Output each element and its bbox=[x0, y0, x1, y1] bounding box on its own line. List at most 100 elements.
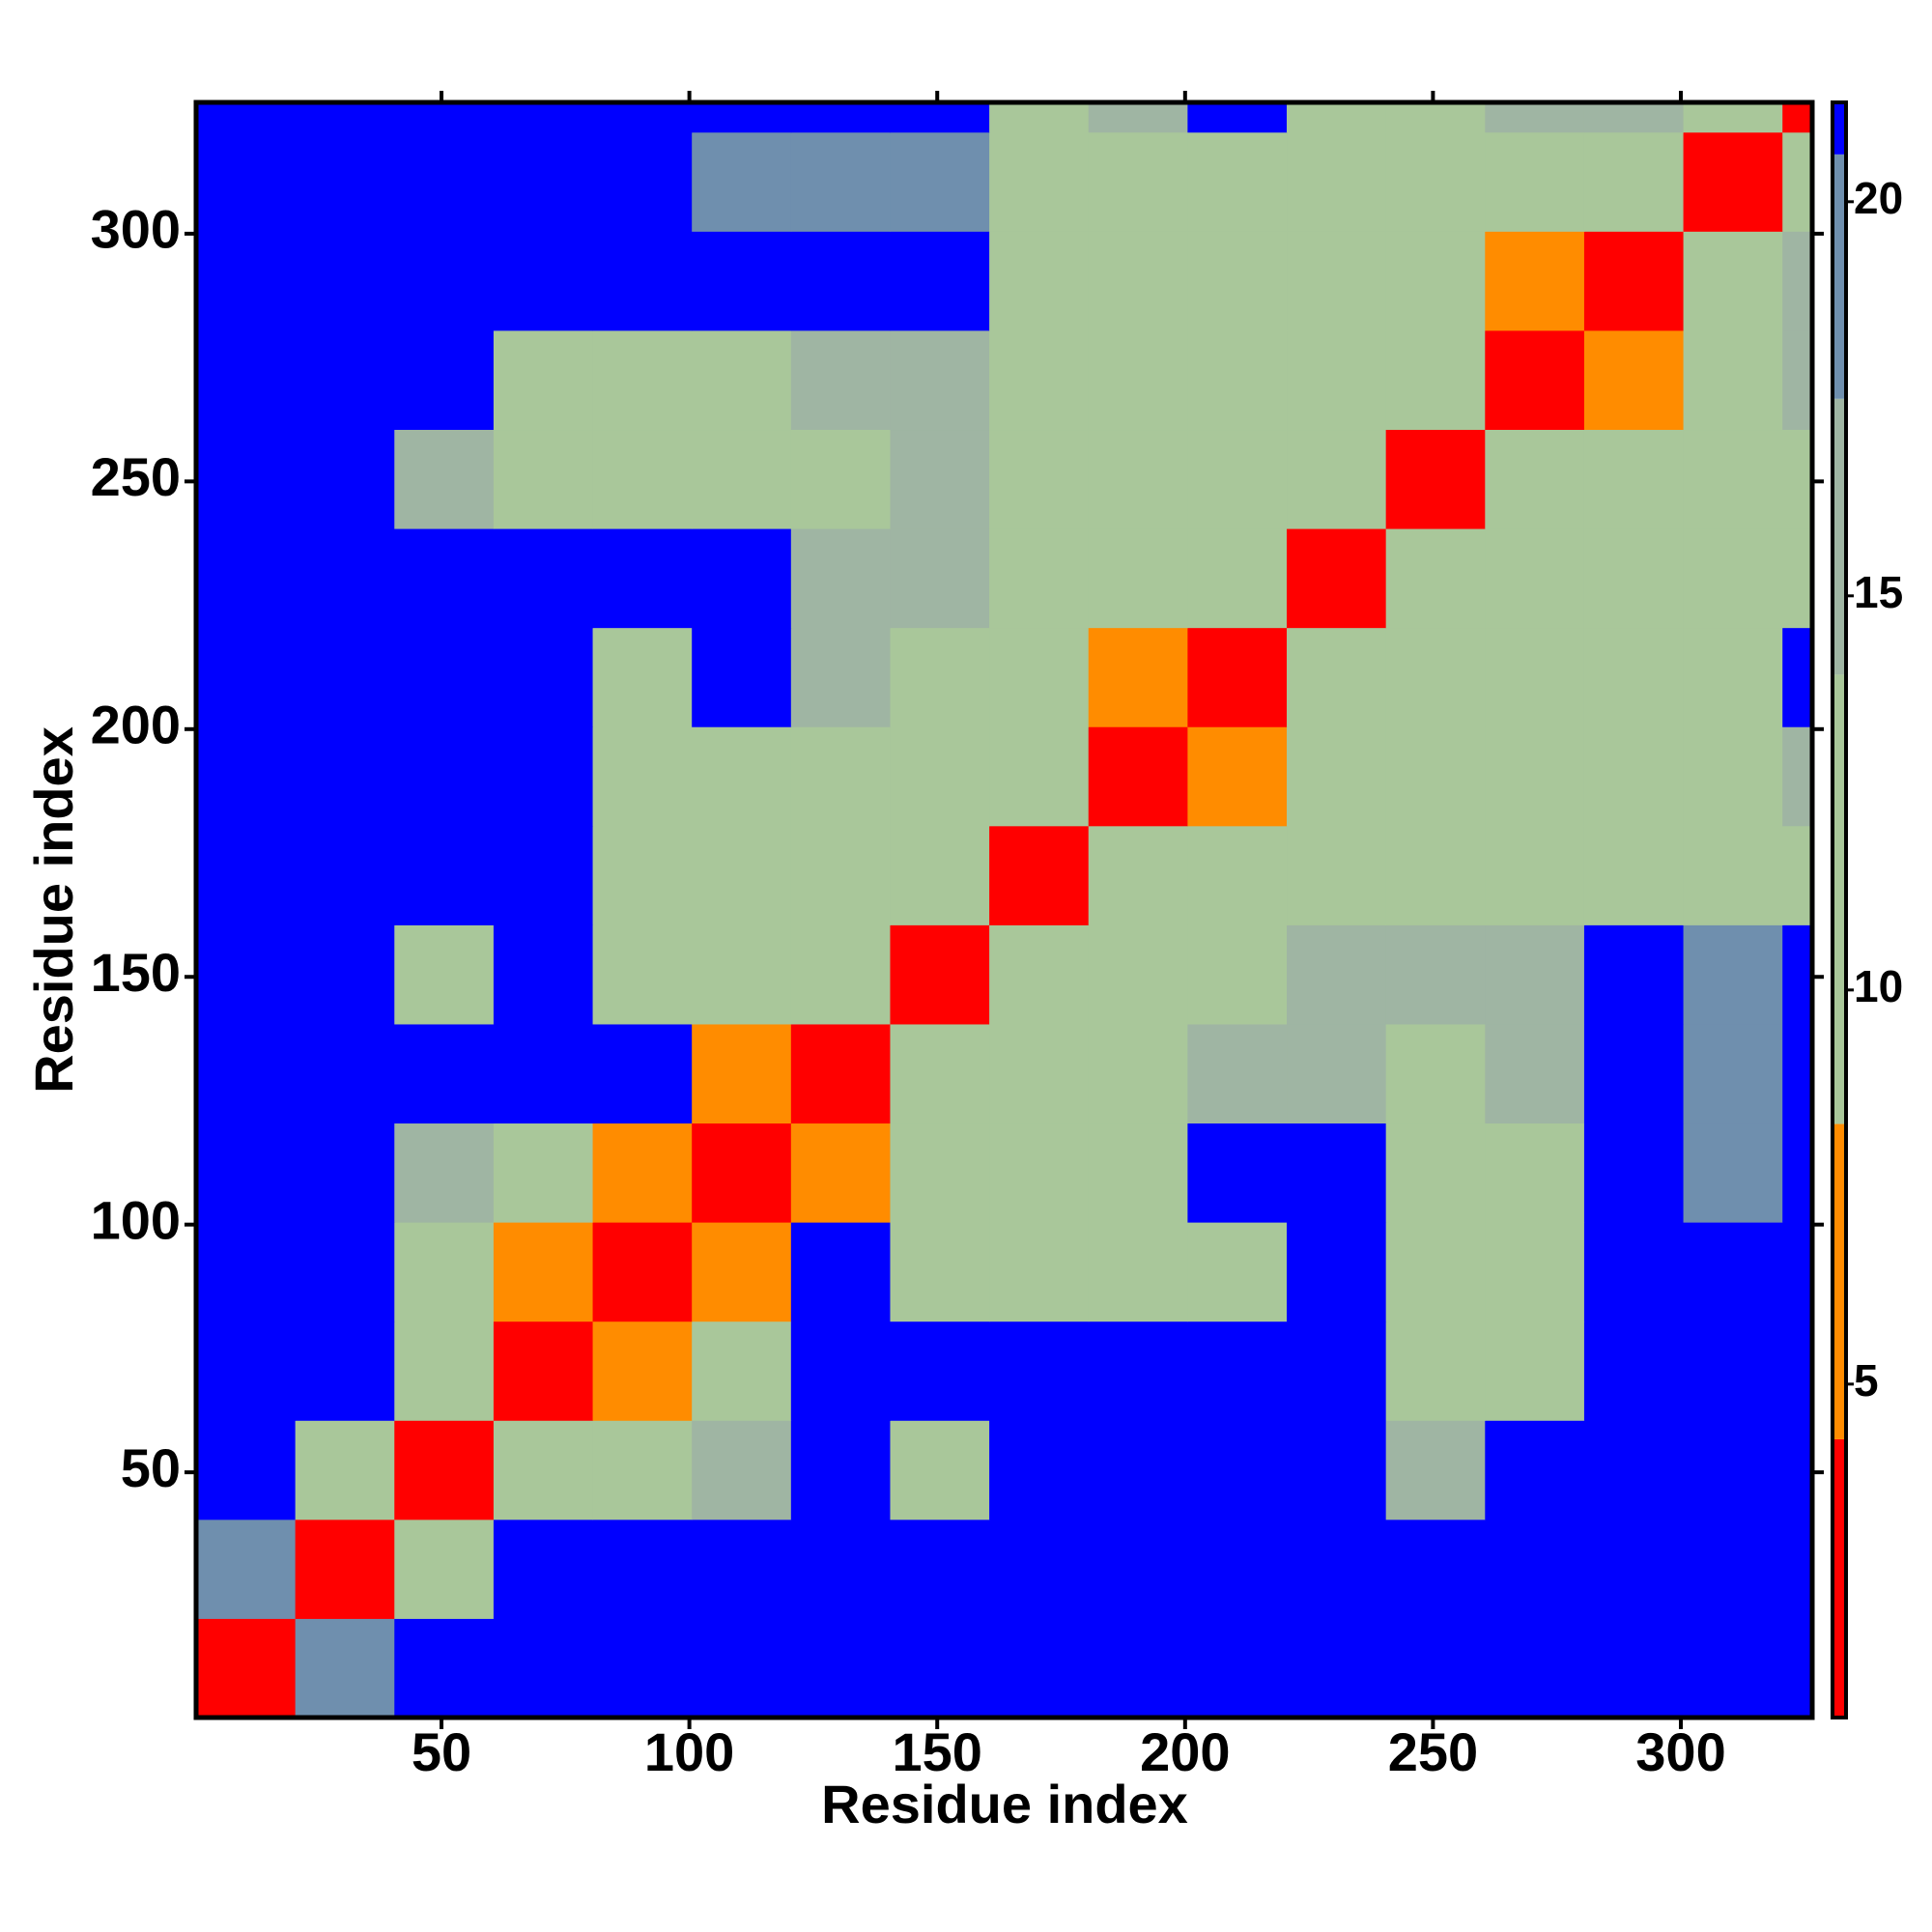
heatmap-cell bbox=[196, 1222, 297, 1322]
heatmap-cell bbox=[1683, 329, 1783, 431]
heatmap-cell bbox=[890, 1420, 990, 1520]
heatmap-cell bbox=[592, 726, 693, 827]
heatmap-cell bbox=[493, 1618, 594, 1719]
heatmap-cell bbox=[1187, 1023, 1288, 1124]
heatmap-cell bbox=[1187, 329, 1288, 431]
heatmap-cell bbox=[196, 429, 297, 529]
heatmap-cell bbox=[1088, 329, 1188, 431]
heatmap-cell bbox=[295, 1222, 395, 1322]
heatmap-cell bbox=[394, 924, 495, 1025]
x-tick-label: 50 bbox=[412, 1721, 471, 1782]
heatmap-cell bbox=[1485, 924, 1585, 1025]
heatmap-cell bbox=[295, 1519, 395, 1619]
heatmap-cell bbox=[1287, 429, 1387, 529]
heatmap-cell bbox=[1683, 429, 1783, 529]
heatmap-cell bbox=[1385, 627, 1486, 727]
heatmap-cell bbox=[1287, 102, 1387, 133]
colorbar-tick-label: 20 bbox=[1854, 173, 1903, 223]
heatmap-cell bbox=[493, 1222, 594, 1322]
heatmap-cell bbox=[1485, 1122, 1585, 1223]
heatmap-cell bbox=[1385, 1618, 1486, 1719]
heatmap-cell bbox=[989, 429, 1090, 529]
heatmap-cell bbox=[1385, 1122, 1486, 1223]
heatmap-cell bbox=[790, 1420, 891, 1520]
heatmap-cell bbox=[1683, 1023, 1783, 1124]
heatmap-cell bbox=[1287, 231, 1387, 331]
heatmap-cell bbox=[692, 1321, 792, 1421]
heatmap-cell bbox=[1287, 1222, 1387, 1322]
heatmap-cell bbox=[890, 1519, 990, 1619]
heatmap-cell bbox=[394, 231, 495, 331]
heatmap-cell bbox=[394, 429, 495, 529]
heatmap-cell bbox=[1287, 1618, 1387, 1719]
heatmap-cell bbox=[1088, 231, 1188, 331]
heatmap-cell bbox=[1683, 627, 1783, 727]
heatmap-cell bbox=[1187, 528, 1288, 629]
heatmap-cell bbox=[1385, 1519, 1486, 1619]
heatmap-cell bbox=[1782, 825, 1813, 925]
heatmap-cell bbox=[692, 102, 792, 133]
heatmap-cell bbox=[196, 726, 297, 827]
heatmap-cell bbox=[1782, 1122, 1813, 1223]
heatmap-cell bbox=[1088, 1122, 1188, 1223]
heatmap-cell bbox=[1287, 726, 1387, 827]
heatmap-cell bbox=[196, 102, 297, 133]
heatmap-cell bbox=[1485, 1321, 1585, 1421]
heatmap-cell bbox=[1583, 231, 1685, 331]
heatmap-cell bbox=[790, 1023, 891, 1124]
heatmap-cell bbox=[790, 231, 891, 331]
heatmap-cell bbox=[196, 627, 297, 727]
heatmap-cell bbox=[1583, 329, 1685, 431]
heatmap-cell bbox=[790, 1222, 891, 1322]
colorbar-tick-label: 5 bbox=[1854, 1355, 1879, 1406]
heatmap-cell bbox=[1187, 131, 1288, 232]
heatmap-cell bbox=[1485, 528, 1585, 629]
heatmap-cell bbox=[196, 131, 297, 232]
heatmap-cell bbox=[1088, 924, 1188, 1025]
x-tick-label: 150 bbox=[893, 1721, 982, 1782]
heatmap-cell bbox=[295, 1321, 395, 1421]
heatmap-cell bbox=[1287, 825, 1387, 925]
heatmap-cell bbox=[1385, 1420, 1486, 1520]
heatmap-cell bbox=[1088, 102, 1188, 133]
heatmap-cell bbox=[790, 429, 891, 529]
heatmap-cell bbox=[1583, 1618, 1685, 1719]
heatmap-cell bbox=[295, 528, 395, 629]
heatmap-cell bbox=[1683, 131, 1783, 232]
heatmap-cell bbox=[295, 1023, 395, 1124]
heatmap-cell bbox=[1583, 825, 1685, 925]
heatmap-cell bbox=[196, 1122, 297, 1223]
heatmap-cell bbox=[890, 231, 990, 331]
heatmap-cell bbox=[692, 329, 792, 431]
heatmap-cell bbox=[196, 1420, 297, 1520]
heatmap-cell bbox=[196, 825, 297, 925]
heatmap-cell bbox=[1485, 1023, 1585, 1124]
heatmap-cell bbox=[295, 1122, 395, 1223]
heatmap-cell bbox=[1782, 1420, 1813, 1520]
heatmap-cell bbox=[1385, 1222, 1486, 1322]
heatmap-cell bbox=[890, 627, 990, 727]
heatmap-cell bbox=[295, 131, 395, 232]
heatmap-cell bbox=[1088, 1519, 1188, 1619]
heatmap-cell bbox=[592, 102, 693, 133]
heatmap-cell bbox=[295, 726, 395, 827]
heatmap-cell bbox=[1287, 1122, 1387, 1223]
heatmap-cell bbox=[692, 1519, 792, 1619]
heatmap-cell bbox=[1287, 1321, 1387, 1421]
heatmap-cell bbox=[1088, 1420, 1188, 1520]
heatmap-cell bbox=[790, 131, 891, 232]
heatmap-cell bbox=[1782, 231, 1813, 331]
heatmap-cell bbox=[1583, 1222, 1685, 1322]
heatmap-cell bbox=[1683, 924, 1783, 1025]
heatmap-cell bbox=[1187, 429, 1288, 529]
heatmap-cell bbox=[1088, 429, 1188, 529]
heatmap-cell bbox=[1187, 102, 1288, 133]
heatmap-cell bbox=[1088, 627, 1188, 727]
heatmap-cell bbox=[1385, 726, 1486, 827]
heatmap-cell bbox=[692, 1618, 792, 1719]
y-tick-label: 150 bbox=[91, 942, 181, 1003]
heatmap-cell bbox=[1088, 726, 1188, 827]
heatmap-cell bbox=[394, 131, 495, 232]
heatmap-cell bbox=[592, 1222, 693, 1322]
heatmap-cell bbox=[692, 429, 792, 529]
